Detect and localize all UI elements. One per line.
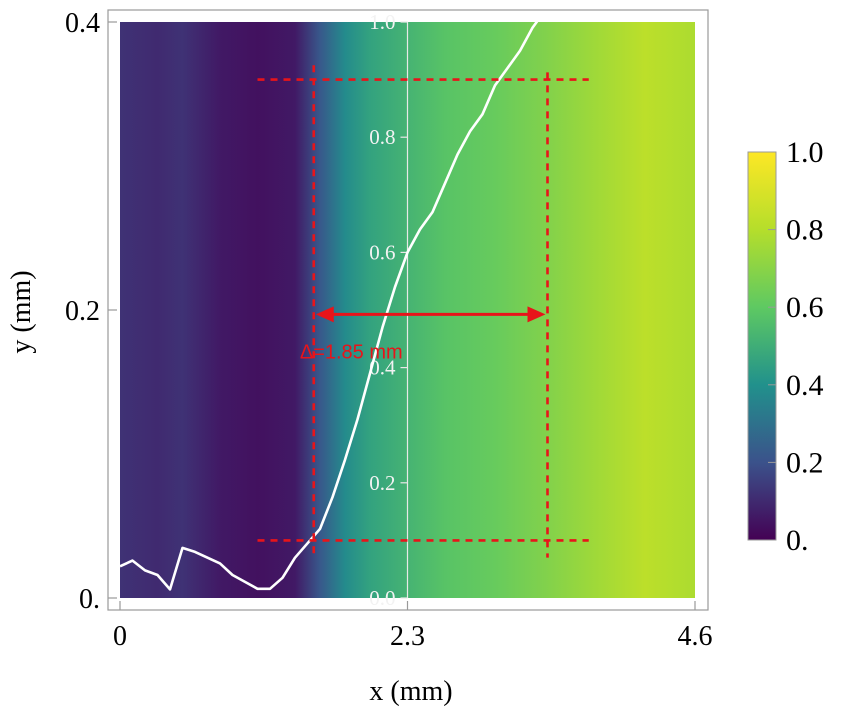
- colorbar-ticks: 0. 0.2 0.4 0.6 0.8 1.0: [768, 136, 824, 557]
- x-tick-label: 4.6: [678, 621, 713, 652]
- inner-axis: 0.00.20.40.60.81.0: [369, 10, 409, 610]
- colorbar-tick-label: 0.8: [786, 214, 824, 247]
- fwhm-annotation: Δ=1.85 mm: [300, 341, 403, 363]
- inner-axis-tick-label: 0.2: [369, 471, 395, 495]
- x-tick-label: 0: [113, 621, 127, 652]
- y-tick-label: 0.2: [65, 296, 100, 327]
- fwhm-arrow-left-head: [315, 306, 334, 323]
- y-axis-ticks: 0. 0.2 0.4: [65, 8, 117, 615]
- colorbar-tick-label: 0.4: [786, 369, 824, 402]
- y-axis-label: y (mm): [6, 270, 37, 353]
- colorbar-tick-label: 0.: [786, 524, 809, 557]
- fwhm-layer: [257, 65, 589, 558]
- inner-axis-tick-label: 0.0: [369, 586, 395, 610]
- inner-axis-tick-label: 0.8: [369, 125, 395, 149]
- colorbar-tick-label: 1.0: [786, 136, 824, 169]
- x-tick-label: 2.3: [390, 621, 425, 652]
- curve-layer: [120, 22, 539, 591]
- colorbar-tick-label: 0.2: [786, 446, 824, 479]
- x-axis-ticks: 0 2.3 4.6: [113, 601, 713, 652]
- colorbar-tick-label: 0.6: [786, 291, 824, 324]
- x-axis-label: x (mm): [369, 676, 452, 707]
- colorbar: [747, 151, 777, 541]
- inner-axis-tick-label: 1.0: [369, 10, 395, 34]
- profile-curve: [120, 22, 539, 591]
- y-tick-label: 0.: [79, 584, 100, 615]
- y-tick-label: 0.4: [65, 8, 100, 39]
- fwhm-arrow-right-head: [527, 306, 546, 323]
- inner-axis-tick-label: 0.6: [369, 240, 395, 264]
